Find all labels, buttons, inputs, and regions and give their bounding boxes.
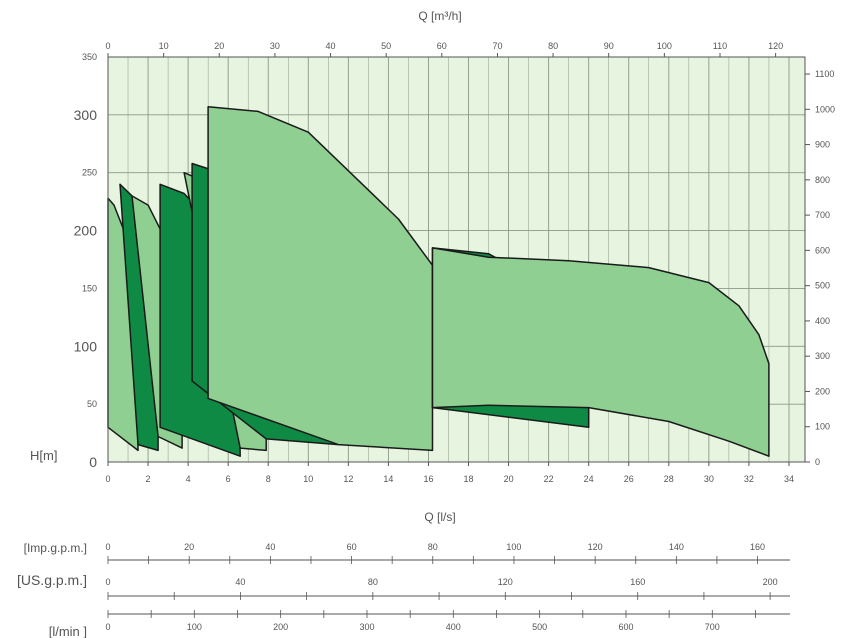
x-axis-ticks: 0 2 4 6 8 10 12 14 16 18 20 22 24 26 28 30 32 34 (105, 462, 794, 484)
scale-tick-label: 500 (532, 622, 547, 632)
scale-tick-label: 200 (273, 622, 288, 632)
y2-tick-label: 1000 (815, 104, 835, 114)
x-tick-label: 4 (186, 474, 191, 484)
y-tick-label: 50 (87, 399, 97, 409)
x-tick-label: 12 (343, 474, 353, 484)
x-tick-label: 6 (226, 474, 231, 484)
scale-tick-label: 80 (368, 577, 378, 587)
top-axis-title: Q [m³/h] (418, 9, 461, 23)
y2-tick-label: 800 (815, 175, 830, 185)
x-tick-label: 16 (423, 474, 433, 484)
scale-tick-label: 40 (265, 542, 275, 552)
scale-label: [US.g.p.m.] (17, 572, 87, 588)
x-tick-label: 32 (744, 474, 754, 484)
scale-tick-label: 40 (235, 577, 245, 587)
y2-tick-label: 400 (815, 316, 830, 326)
y-tick-label: 300 (74, 107, 98, 123)
scale-tick-label: 140 (669, 542, 684, 552)
scale-tick-label: 60 (347, 542, 357, 552)
y2-tick-label: 0 (815, 457, 820, 467)
y2-tick-label: 900 (815, 140, 830, 150)
y2-axis-ticks: 100 200 300 400 500 600 700 800 900 1000 1100 0 (805, 69, 835, 467)
x2-tick-label: 0 (105, 41, 110, 51)
scale-tick-label: 80 (428, 542, 438, 552)
x2-tick-label: 50 (381, 41, 391, 51)
x2-tick-label: 90 (604, 41, 614, 51)
x2-axis-ticks: 0 10 20 30 40 50 60 70 80 90 100 110 120 (105, 41, 783, 57)
scale-tick-label: 160 (630, 577, 645, 587)
conversion-scales: [Imp.g.p.m.] 0 20 40 60 80 100 120 140 160 [US.g.p… (17, 541, 790, 638)
x2-tick-label: 40 (326, 41, 336, 51)
x2-tick-label: 70 (492, 41, 502, 51)
x2-tick-label: 80 (548, 41, 558, 51)
y-axis-title: H[m] (30, 448, 57, 463)
scale-tick-label: 20 (184, 542, 194, 552)
y-axis-ticks: 0 50 100 150 200 250 300 350 (74, 52, 98, 470)
scale-tick-label: 0 (105, 577, 110, 587)
scale-tick-label: 700 (705, 622, 720, 632)
y-tick-label: 100 (74, 338, 98, 354)
scale-label: [l/min ] (49, 624, 87, 638)
scale-tick-label: 300 (359, 622, 374, 632)
scale-tick-label: 120 (498, 577, 513, 587)
scale-tick-label: 120 (588, 542, 603, 552)
x-tick-label: 18 (464, 474, 474, 484)
y-tick-label: 250 (82, 168, 97, 178)
scale-tick-label: 600 (618, 622, 633, 632)
y-tick-label: 0 (89, 454, 97, 470)
y2-tick-label: 100 (815, 422, 830, 432)
y2-tick-label: 600 (815, 245, 830, 255)
scale-tick-label: 200 (763, 577, 778, 587)
x-tick-label: 20 (504, 474, 514, 484)
y2-tick-label: 700 (815, 210, 830, 220)
y2-tick-label: 200 (815, 386, 830, 396)
x-tick-label: 28 (664, 474, 674, 484)
x-tick-label: 30 (704, 474, 714, 484)
scale-tick-label: 100 (187, 622, 202, 632)
scale-tick-label: 0 (105, 542, 110, 552)
x-tick-label: 10 (303, 474, 313, 484)
x-tick-label: 24 (584, 474, 594, 484)
x2-tick-label: 100 (657, 41, 672, 51)
y-tick-label: 200 (74, 223, 98, 239)
y2-tick-label: 300 (815, 351, 830, 361)
x2-tick-label: 110 (713, 41, 727, 51)
y2-tick-label: 500 (815, 281, 830, 291)
scale-tick-label: 100 (506, 542, 521, 552)
plot-frame (107, 56, 806, 463)
x-tick-label: 34 (784, 474, 794, 484)
performance-areas (107, 106, 770, 457)
scale-tick-label: 160 (750, 542, 765, 552)
x-tick-label: 2 (146, 474, 151, 484)
scale-tick-label: 0 (105, 622, 110, 632)
x-tick-label: 22 (544, 474, 554, 484)
y2-tick-label: 1100 (815, 69, 834, 79)
y-tick-label: 150 (82, 283, 97, 293)
bottom-axis-title: Q [l/s] (424, 510, 455, 524)
x-tick-label: 8 (266, 474, 271, 484)
x2-tick-label: 10 (159, 41, 169, 51)
x2-tick-label: 20 (214, 41, 224, 51)
scale-label: [Imp.g.p.m.] (24, 541, 87, 555)
y-tick-label: 350 (82, 52, 97, 62)
x2-tick-label: 120 (768, 41, 783, 51)
performance-area-9 (431, 247, 770, 457)
scale-tick-label: 400 (446, 622, 461, 632)
x-tick-label: 0 (105, 474, 110, 484)
x-tick-label: 26 (624, 474, 634, 484)
x2-tick-label: 30 (270, 41, 280, 51)
performance-area-7 (207, 106, 434, 452)
x2-tick-label: 60 (437, 41, 447, 51)
x-tick-label: 14 (383, 474, 393, 484)
